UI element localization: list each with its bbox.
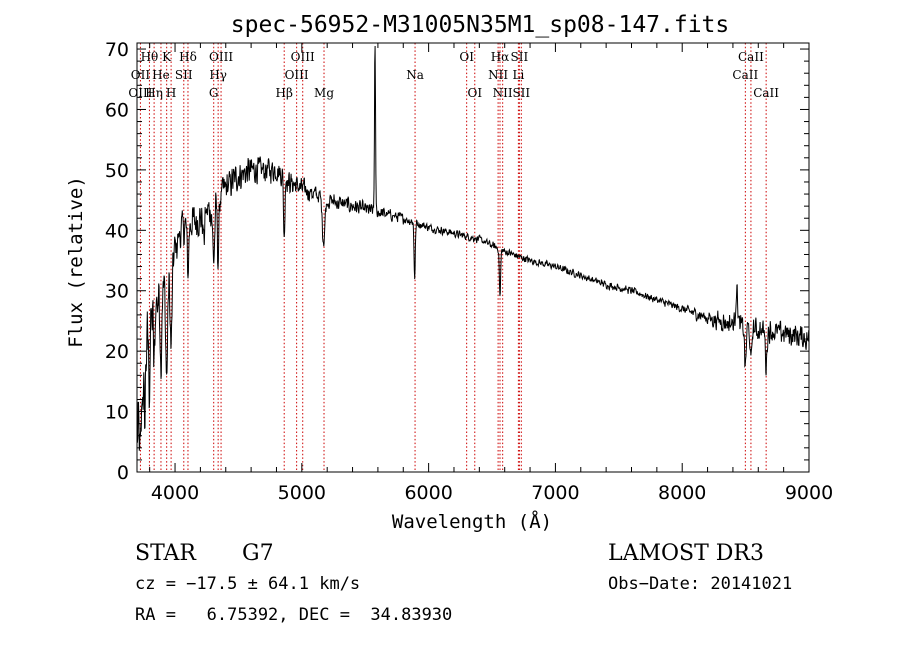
spectral-line-label: OIII	[209, 50, 233, 64]
axis-ticks: 4000 5000 6000 7000 8000 9000 0 10 20 30 40 50 60 70	[105, 39, 833, 504]
spectral-line-label: OIII	[291, 50, 315, 64]
x-tick-label: 7000	[531, 482, 579, 504]
spectral-line-label: Hθ	[141, 50, 159, 64]
spectral-line-label: OIII	[285, 68, 309, 82]
spectral-line-label: SII	[511, 50, 529, 64]
object-subclass: G7	[242, 541, 274, 566]
spectral-line-label: He	[152, 68, 170, 82]
y-tick-label: 40	[105, 220, 129, 242]
spectral-line-label: Li	[512, 68, 524, 82]
chart-title: spec-56952-M31005N35M1_sp08-147.fits	[231, 12, 730, 38]
y-tick-label: 70	[105, 39, 129, 61]
spectral-line-label: G	[209, 86, 219, 100]
spectral-line-label: OII	[131, 68, 151, 82]
spectral-line-label: NII	[493, 86, 513, 100]
spectral-line-label: CaII	[732, 68, 758, 82]
flux-series-line	[136, 45, 810, 451]
x-tick-label: 8000	[658, 482, 706, 504]
spectral-line-label: Hη	[145, 86, 163, 100]
spectral-line-label: H	[166, 86, 176, 100]
spectral-line-label: CaII	[753, 86, 779, 100]
spectral-line-label: OI	[459, 50, 474, 64]
spectral-line-label: Hβ	[276, 86, 293, 100]
spectral-line-label: K	[162, 50, 172, 64]
y-tick-label: 20	[105, 341, 129, 363]
y-tick-label: 10	[105, 402, 129, 424]
x-tick-label: 9000	[785, 482, 833, 504]
obs-date: Obs−Date: 20141021	[608, 574, 792, 594]
plot-frame	[136, 42, 810, 473]
spectral-line-label: Hδ	[179, 50, 197, 64]
spectral-line-markers	[139, 43, 767, 472]
x-tick-label: 6000	[404, 482, 452, 504]
y-axis-label: Flux (relative)	[65, 176, 87, 348]
x-tick-label: 4000	[151, 482, 199, 504]
survey-name: LAMOST DR3	[608, 541, 764, 566]
y-tick-label: 30	[105, 281, 129, 303]
spectral-line-label: SII	[512, 86, 530, 100]
spectral-line-label: CaII	[738, 50, 764, 64]
spectral-line-label: Hα	[491, 50, 510, 64]
redshift-text: cz = −17.5 ± 64.1 km/s	[135, 574, 360, 594]
y-tick-label: 0	[117, 462, 129, 484]
coordinates-text: RA = 6.75392, DEC = 34.83930	[135, 605, 452, 625]
x-tick-label: 5000	[278, 482, 326, 504]
spectral-line-label: SII	[175, 68, 193, 82]
spectral-line-label: Na	[406, 68, 424, 82]
spectral-line-label: NII	[488, 68, 508, 82]
x-axis-label: Wavelength (Å)	[392, 510, 552, 533]
y-tick-label: 50	[105, 160, 129, 182]
y-tick-label: 60	[105, 99, 129, 121]
spectral-line-label: Mg	[314, 86, 334, 100]
spectral-line-label: OIII	[128, 86, 152, 100]
spectral-line-label: Hγ	[209, 68, 227, 82]
object-class: STAR	[135, 541, 197, 566]
spectral-line-label: OI	[467, 86, 482, 100]
